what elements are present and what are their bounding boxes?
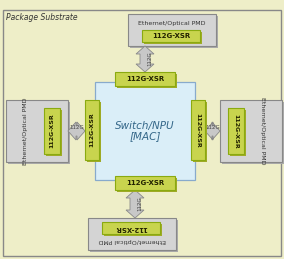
Polygon shape xyxy=(205,122,220,140)
Bar xyxy=(7,102,70,163)
Bar xyxy=(191,100,205,160)
Text: 112-XSR: 112-XSR xyxy=(115,225,147,231)
Text: 112G: 112G xyxy=(137,197,142,211)
Text: Ethernet/Optical PMD: Ethernet/Optical PMD xyxy=(98,238,166,242)
Bar xyxy=(228,108,244,154)
Text: 112G: 112G xyxy=(69,125,84,130)
Bar xyxy=(87,102,101,162)
Polygon shape xyxy=(136,46,154,72)
Bar xyxy=(193,102,206,162)
Bar xyxy=(222,102,283,163)
Text: 112G: 112G xyxy=(147,52,152,66)
Bar xyxy=(116,177,176,191)
Bar xyxy=(130,16,218,47)
Text: [MAC]: [MAC] xyxy=(129,131,161,141)
Text: Package Substrate: Package Substrate xyxy=(6,13,78,22)
Text: Ethernet/Optical PMD: Ethernet/Optical PMD xyxy=(24,97,28,165)
Text: 112G-XSR: 112G-XSR xyxy=(126,76,164,82)
Bar xyxy=(6,100,68,162)
Bar xyxy=(142,30,200,42)
Bar xyxy=(85,100,99,160)
Bar xyxy=(44,108,60,154)
Text: 112G-XSR: 112G-XSR xyxy=(233,114,239,148)
Bar xyxy=(88,218,176,250)
Bar xyxy=(95,82,195,180)
Bar xyxy=(229,110,245,155)
Text: Ethernet/Optical PMD: Ethernet/Optical PMD xyxy=(260,97,264,165)
Text: 112G-XSR: 112G-XSR xyxy=(126,180,164,186)
Bar xyxy=(220,100,282,162)
Text: 112G-XSR: 112G-XSR xyxy=(152,33,190,39)
Text: 112G: 112G xyxy=(205,125,220,130)
Text: 112G-XSR: 112G-XSR xyxy=(49,114,55,148)
Bar xyxy=(115,72,175,86)
Bar xyxy=(143,32,202,44)
Bar xyxy=(45,110,62,155)
Polygon shape xyxy=(126,190,144,218)
Text: Ethernet/Optical PMD: Ethernet/Optical PMD xyxy=(138,21,206,26)
Text: 112G-XSR: 112G-XSR xyxy=(89,113,95,147)
Bar xyxy=(102,222,160,234)
Bar xyxy=(116,74,176,88)
Text: 112G-XSR: 112G-XSR xyxy=(195,113,201,147)
Text: Switch/NPU: Switch/NPU xyxy=(115,121,175,131)
Bar xyxy=(103,224,162,235)
Polygon shape xyxy=(68,122,85,140)
Bar xyxy=(128,14,216,46)
Bar xyxy=(115,176,175,190)
Bar xyxy=(89,219,178,251)
